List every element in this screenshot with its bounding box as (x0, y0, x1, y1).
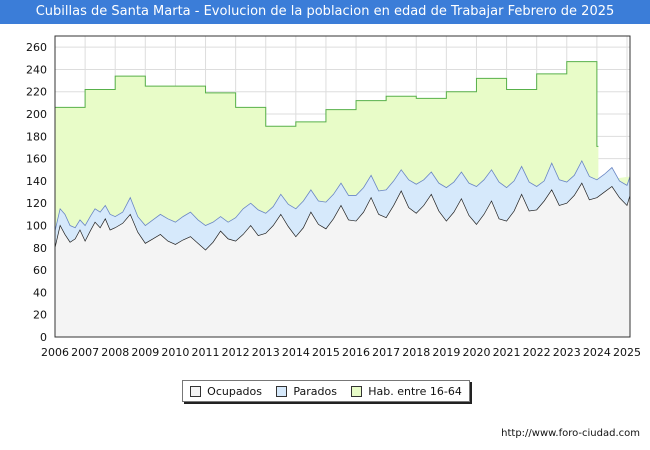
y-tick-label: 200 (26, 108, 47, 121)
x-axis-ticks: 2006 2007 2008 2009 2010 2011 2012 2013 2014 2015… (41, 346, 641, 359)
y-tick-label: 80 (33, 242, 47, 255)
legend-label-ocupados: Ocupados (207, 384, 263, 398)
y-tick-label: 40 (33, 286, 47, 299)
series-area-ocupados (55, 183, 630, 337)
legend-item-parados: Parados (276, 385, 337, 398)
x-tick-label: 2022 (523, 346, 551, 359)
x-tick-label: 2008 (101, 346, 129, 359)
x-tick-label: 2007 (71, 346, 99, 359)
x-tick-label: 2006 (41, 346, 69, 359)
source-url[interactable]: http://www.foro-ciudad.com (501, 428, 640, 439)
legend-swatch-parados (276, 385, 288, 397)
x-tick-label: 2015 (312, 346, 340, 359)
x-tick-label: 2013 (252, 346, 280, 359)
line-layer (54, 61, 631, 251)
y-tick-label: 0 (40, 331, 47, 344)
legend-item-hab: Hab. entre 16-64 (351, 385, 462, 398)
legend-item-ocupados: Ocupados (190, 385, 262, 398)
y-tick-label: 220 (26, 86, 47, 99)
series-line-hab (55, 61, 599, 147)
y-tick-label: 260 (26, 41, 47, 54)
y-tick-label: 20 (33, 309, 47, 322)
x-tick-label: 2020 (462, 346, 490, 359)
x-tick-label: 2009 (131, 346, 159, 359)
y-tick-label: 100 (26, 220, 47, 233)
y-tick-label: 60 (33, 264, 47, 277)
legend: Ocupados Parados Hab. entre 16-64 (182, 380, 470, 402)
y-tick-label: 240 (26, 63, 47, 76)
y-axis-ticks: 0 20 40 60 80 100 120 140 160 180 200 220 240 260 (26, 41, 47, 344)
legend-swatch-hab (351, 385, 363, 397)
x-tick-label: 2025 (613, 346, 641, 359)
x-tick-label: 2016 (342, 346, 370, 359)
x-tick-label: 2019 (432, 346, 460, 359)
chart-title: Cubillas de Santa Marta - Evolucion de l… (0, 0, 650, 24)
x-tick-label: 2021 (493, 346, 521, 359)
x-tick-label: 2014 (282, 346, 310, 359)
y-tick-label: 160 (26, 153, 47, 166)
y-tick-label: 140 (26, 175, 47, 188)
area-layer (55, 61, 630, 337)
legend-label-parados: Parados (293, 384, 337, 398)
x-tick-label: 2010 (161, 346, 189, 359)
legend-swatch-ocupados (190, 385, 202, 397)
x-tick-label: 2024 (583, 346, 611, 359)
x-tick-label: 2017 (372, 346, 400, 359)
plot-frame (54, 35, 631, 338)
x-tick-label: 2011 (192, 346, 220, 359)
y-tick-label: 120 (26, 197, 47, 210)
series-line-ocupados (54, 182, 631, 251)
x-tick-label: 2012 (222, 346, 250, 359)
x-tick-label: 2018 (402, 346, 430, 359)
x-tick-label: 2023 (553, 346, 581, 359)
y-tick-label: 180 (26, 130, 47, 143)
legend-label-hab: Hab. entre 16-64 (368, 384, 462, 398)
series-line-parados (54, 159, 631, 232)
